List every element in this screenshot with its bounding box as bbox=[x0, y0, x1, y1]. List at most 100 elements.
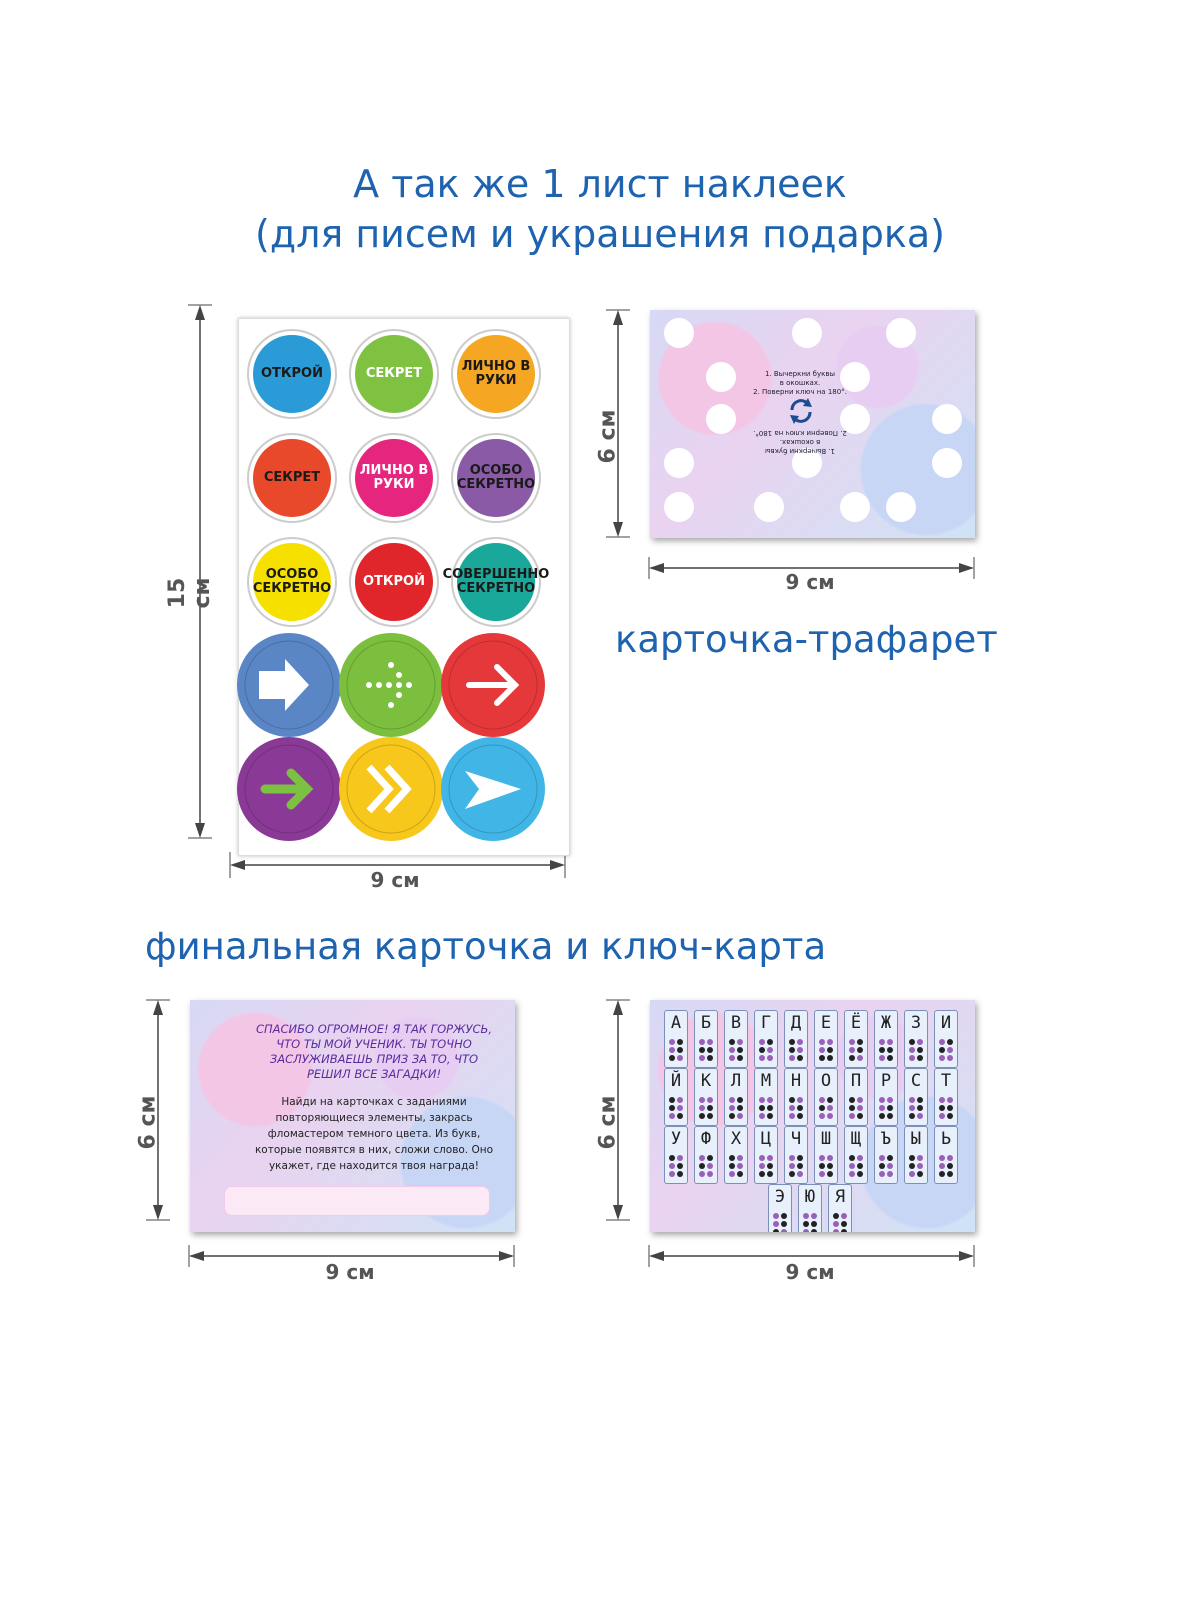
key-letter: Ь bbox=[940, 1129, 952, 1149]
sticker-label: ОСОБО СЕКРЕТНО bbox=[457, 439, 535, 517]
key-letter-tile: Й bbox=[664, 1068, 688, 1126]
key-letter: Ё bbox=[850, 1013, 862, 1033]
key-letter-tile: Э bbox=[768, 1184, 792, 1232]
answer-field[interactable] bbox=[224, 1186, 490, 1216]
key-letter: Г bbox=[760, 1013, 772, 1033]
braille-dots-icon bbox=[905, 1039, 927, 1061]
key-letter: Ч bbox=[790, 1129, 802, 1149]
braille-dots-icon bbox=[799, 1213, 821, 1232]
width-dimension-arrow bbox=[229, 852, 566, 878]
key-letter-tile: Ц bbox=[754, 1126, 778, 1184]
key-letter: Л bbox=[730, 1071, 742, 1091]
braille-dots-icon bbox=[815, 1039, 837, 1061]
braille-dots-icon bbox=[755, 1155, 777, 1177]
key-letter: В bbox=[730, 1013, 742, 1033]
key-letter: Й bbox=[670, 1071, 682, 1091]
sticker: СЕКРЕТ bbox=[349, 329, 439, 419]
braille-dots-icon bbox=[725, 1155, 747, 1177]
key-letter: Д bbox=[790, 1013, 802, 1033]
stencil-height-dimension-arrow bbox=[606, 309, 630, 538]
key-letter-tile: Я bbox=[828, 1184, 852, 1232]
braille-dots-icon bbox=[725, 1097, 747, 1119]
braille-dots-icon bbox=[695, 1039, 717, 1061]
stencil-card-width-label: 9 см bbox=[785, 570, 835, 594]
key-letter: Н bbox=[790, 1071, 802, 1091]
arrow-sticker bbox=[441, 633, 545, 737]
sticker-label: ОТКРОЙ bbox=[253, 335, 331, 413]
braille-dots-icon bbox=[905, 1155, 927, 1177]
braille-dots-icon bbox=[845, 1097, 867, 1119]
key-letter-tile: Б bbox=[694, 1010, 718, 1068]
stencil-card-caption: карточка-трафарет bbox=[615, 618, 998, 661]
braille-dots-icon bbox=[785, 1155, 807, 1177]
key-letter: Ц bbox=[760, 1129, 772, 1149]
braille-dots-icon bbox=[845, 1039, 867, 1061]
stencil-hole bbox=[932, 448, 962, 478]
sticker-label: ЛИЧНО В РУКИ bbox=[355, 439, 433, 517]
final-height-dimension-arrow bbox=[146, 999, 170, 1221]
key-letter: Т bbox=[940, 1071, 952, 1091]
braille-dots-icon bbox=[769, 1213, 791, 1232]
sticker: СОВЕРШЕННО СЕКРЕТНО bbox=[443, 537, 549, 627]
braille-dots-icon bbox=[829, 1213, 851, 1232]
key-letter: Ъ bbox=[880, 1129, 892, 1149]
stencil-hole bbox=[664, 318, 694, 348]
key-letter-tile: Ф bbox=[694, 1126, 718, 1184]
key-letter: Ы bbox=[910, 1129, 922, 1149]
braille-dots-icon bbox=[815, 1097, 837, 1119]
sticker: ЛИЧНО В РУКИ bbox=[349, 433, 439, 523]
block-arrow-right-icon bbox=[244, 640, 334, 730]
key-height-dimension-arrow bbox=[606, 999, 630, 1221]
key-letter-tile: Р bbox=[874, 1068, 898, 1126]
paper-plane-arrow-icon bbox=[448, 744, 538, 834]
sticker-label: ОСОБО СЕКРЕТНО bbox=[253, 543, 331, 621]
final-card-title: СПАСИБО ОГРОМНОЕ! Я ТАК ГОРЖУСЬ, ЧТО ТЫ … bbox=[255, 1022, 493, 1081]
key-letter-tile: Л bbox=[724, 1068, 748, 1126]
key-letter: Щ bbox=[850, 1129, 862, 1149]
key-letter-tile: Ч bbox=[784, 1126, 808, 1184]
stencil-hole bbox=[664, 448, 694, 478]
key-letter-tile: Х bbox=[724, 1126, 748, 1184]
braille-dots-icon bbox=[785, 1039, 807, 1061]
key-letter-tile: А bbox=[664, 1010, 688, 1068]
key-letter: М bbox=[760, 1071, 772, 1091]
key-letter-tile: Ь bbox=[934, 1126, 958, 1184]
sticker-label: ОТКРОЙ bbox=[355, 543, 433, 621]
braille-dots-icon bbox=[905, 1097, 927, 1119]
braille-dots-icon bbox=[845, 1155, 867, 1177]
braille-dots-icon bbox=[935, 1039, 957, 1061]
section2-heading: финальная карточка и ключ-карта bbox=[145, 925, 827, 968]
braille-dots-icon bbox=[695, 1097, 717, 1119]
sticker-sheet-width-label: 9 см bbox=[370, 868, 420, 892]
final-card-width-label: 9 см bbox=[325, 1260, 375, 1284]
braille-dots-icon bbox=[665, 1097, 687, 1119]
key-letter-tile: Д bbox=[784, 1010, 808, 1068]
stencil-hole bbox=[754, 492, 784, 522]
key-letter-tile: Н bbox=[784, 1068, 808, 1126]
key-letter: Б bbox=[700, 1013, 712, 1033]
stencil-hole bbox=[886, 318, 916, 348]
key-letter-tile: О bbox=[814, 1068, 838, 1126]
sticker-label: ЛИЧНО В РУКИ bbox=[457, 335, 535, 413]
key-letter: Х bbox=[730, 1129, 742, 1149]
arrow-sticker bbox=[237, 737, 341, 841]
key-letter-tile: Ё bbox=[844, 1010, 868, 1068]
stencil-hole bbox=[792, 448, 822, 478]
heading-line-1: А так же 1 лист наклеек bbox=[353, 162, 847, 206]
sticker-label: СОВЕРШЕННО СЕКРЕТНО bbox=[443, 543, 549, 621]
stencil-card: 1. Вычеркни буквы в окошках. 2. Поверни … bbox=[650, 310, 975, 538]
key-letter: О bbox=[820, 1071, 832, 1091]
rotate-icon bbox=[790, 398, 812, 424]
sticker: ОТКРОЙ bbox=[247, 329, 337, 419]
sticker-sheet-height-label: 15 см bbox=[165, 577, 215, 609]
arrow-sticker bbox=[339, 633, 443, 737]
key-letter: Ж bbox=[880, 1013, 892, 1033]
sticker: ЛИЧНО В РУКИ bbox=[451, 329, 541, 419]
stencil-hole bbox=[932, 404, 962, 434]
key-letter: А bbox=[670, 1013, 682, 1033]
key-letter-tile: С bbox=[904, 1068, 928, 1126]
arrow-sticker bbox=[441, 737, 545, 841]
stencil-hole bbox=[840, 362, 870, 392]
stencil-instructions: 1. Вычеркни буквы в окошках. 2. Поверни … bbox=[753, 370, 847, 396]
braille-dots-icon bbox=[875, 1155, 897, 1177]
